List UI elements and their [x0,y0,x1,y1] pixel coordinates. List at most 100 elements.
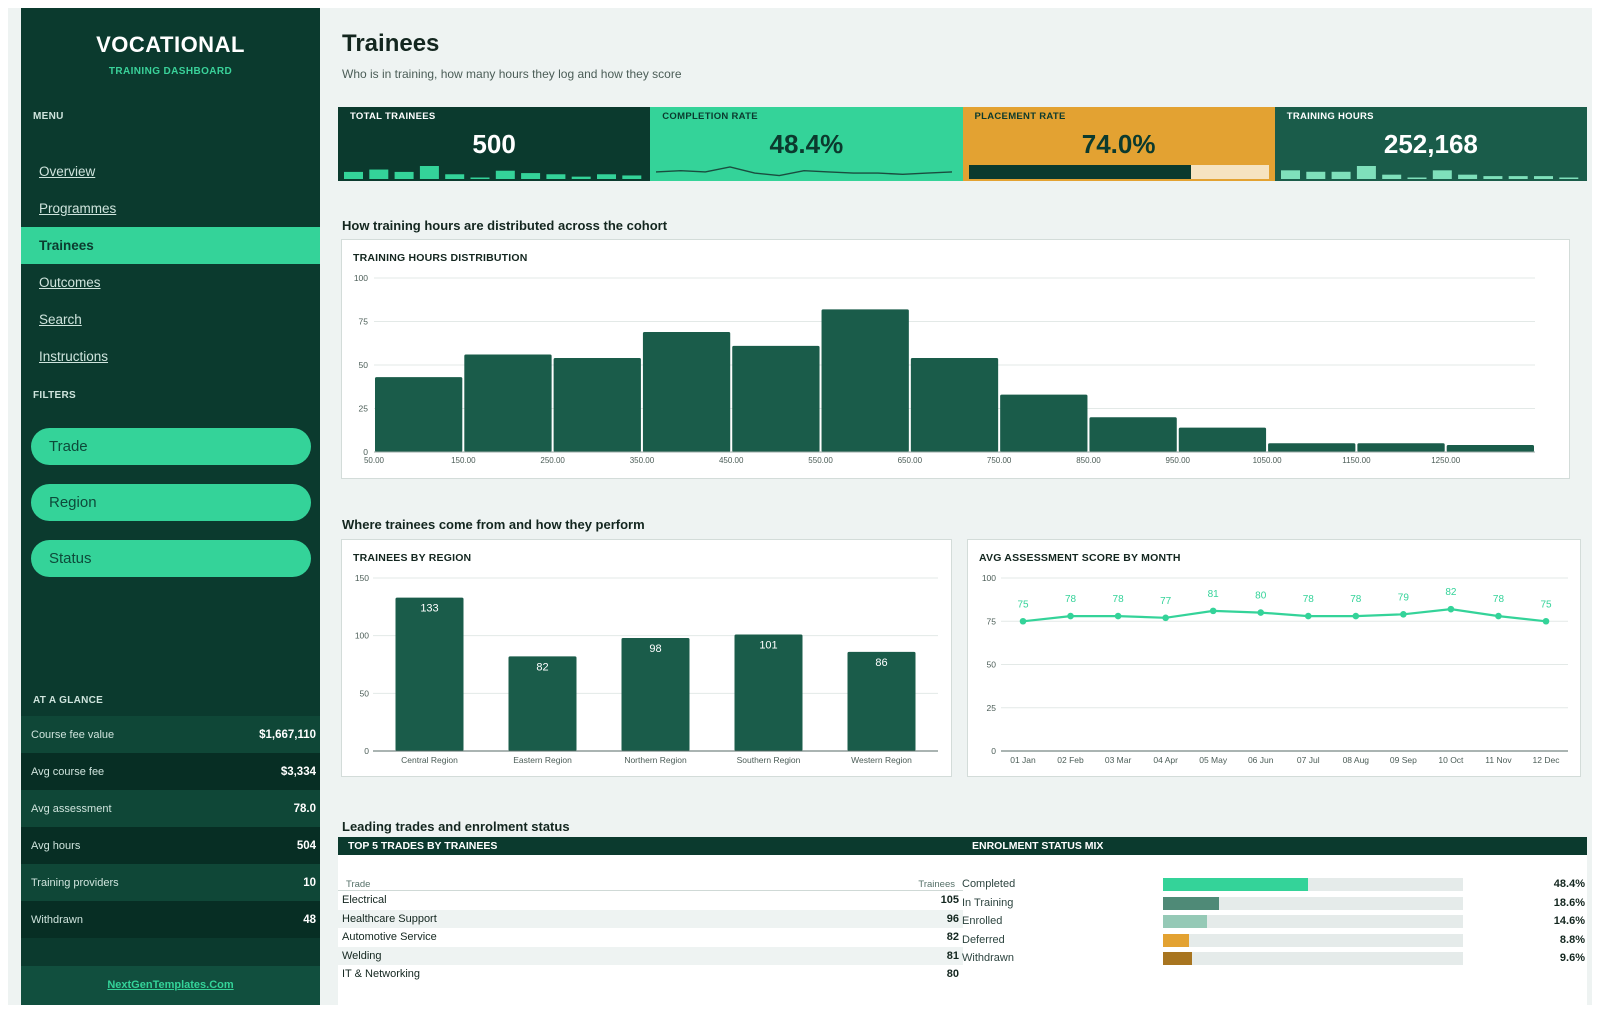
spark-bar [1306,171,1326,179]
x-tick-label: 450.00 [719,456,744,465]
x-tick-label: 550.00 [808,456,833,465]
chart-title: TRAINEES BY REGION [353,552,472,564]
y-tick-label: 100 [355,631,369,641]
data-label: 75 [1540,599,1552,610]
histogram-bar [910,358,999,452]
y-tick-label: 50 [987,660,997,670]
x-tick-label: 1050.00 [1253,456,1282,465]
section-title-region: Where trainees come from and how they pe… [342,517,645,532]
hours-chart-panel: TRAINING HOURS DISTRIBUTION 0 25 50 75 100 50… [341,239,1570,479]
spark-bar [1559,177,1579,179]
spark-bar [1381,174,1401,179]
score-point [1400,611,1407,618]
table-row: Automotive Service 82 [338,928,963,947]
spark-bar [1483,176,1503,179]
y-tick-label: 25 [987,703,997,713]
trades-table-title: TOP 5 TRADES BY TRAINEES [348,840,498,852]
nav-programmes[interactable]: Programmes [39,201,117,216]
nav-overview[interactable]: Overview [39,164,96,179]
chart-title: AVG ASSESSMENT SCORE BY MONTH [979,552,1181,564]
score-point [1067,612,1074,620]
glance-label: AT A GLANCE [33,695,104,706]
x-tick-label: 350.00 [630,456,655,465]
status-bar-fill [1163,952,1192,965]
x-tick-label: 07 Jul [1297,755,1320,765]
nav-instructions[interactable]: Instructions [39,349,109,364]
data-label: 82 [536,661,548,673]
histogram-bar [821,309,909,452]
spark-bar [521,173,541,179]
x-tick-label: 11 Nov [1485,755,1512,765]
histogram-bar [1000,394,1088,452]
score-point [1162,614,1169,622]
data-label: 82 [1445,587,1457,598]
kpi-total-trainees: TOTAL TRAINEES 500 [338,107,651,181]
y-tick-label: 0 [363,447,368,457]
data-label: 80 [1255,591,1267,602]
nav-menu: Overview Programmes Trainees Outcomes Se… [21,153,320,375]
menu-label: MENU [33,111,64,122]
filter-status-button[interactable]: Status [31,540,311,577]
brand: VOCATIONAL TRAINING DASHBOARD [21,8,320,77]
spark-bar [1432,170,1452,179]
status-label: Deferred [962,933,1005,946]
x-tick-label: 12 Dec [1533,755,1561,765]
status-bar-track [1163,915,1463,928]
spark-bar [495,170,515,179]
spark-bar [445,174,465,179]
nav-search[interactable]: Search [39,312,82,327]
spark-bar [546,174,566,179]
table-header: Trade Trainees [338,875,963,891]
trade-name: Healthcare Support [342,912,437,925]
chart-title: TRAINING HOURS DISTRIBUTION [353,252,528,264]
status-bar-track [1163,952,1463,965]
region-bar [395,597,464,751]
x-tick-label: 01 Jan [1010,755,1036,765]
x-tick-label: Northern Region [624,755,687,765]
filter-trade-button[interactable]: Trade [31,428,311,465]
x-tick-label: 08 Aug [1343,755,1370,765]
hours-histogram: 0 25 50 75 100 50.00 150.00 250.00 350.00 450.00 5… [354,273,1535,465]
region-chart-panel: TRAINEES BY REGION 0 50 100 150 133 Central R… [341,539,952,777]
region-bar [847,651,916,751]
kpi-label: PLACEMENT RATE [974,111,1066,122]
footer-link[interactable]: NextGenTemplates.Com [21,966,320,1005]
kpi-value: 74.0% [1081,129,1156,159]
glance-label: Training providers [31,876,119,889]
region-bar [508,656,577,751]
section-title-trades: Leading trades and enrolment status [342,819,570,834]
y-tick-label: 0 [364,746,369,756]
glance-label: Avg course fee [31,765,105,778]
status-mix-list: Completed 48.4% In Training 18.6% Enrolled 14… [962,875,1587,968]
spark-bar [1331,171,1351,179]
kpi-training-hours: TRAINING HOURS 252,168 [1274,107,1587,181]
trade-count: 80 [946,968,959,981]
status-bar-track [1163,933,1463,947]
glance-row: Avg assessment 78.0 [21,790,320,827]
spark-bar [1356,166,1376,179]
glance-value: 10 [303,876,316,889]
glance-value: 504 [296,839,316,852]
nav-trainees[interactable]: Trainees [21,227,320,264]
status-label: Withdrawn [962,952,1014,964]
glance-label: Avg hours [31,839,81,852]
brand-subtitle: TRAINING DASHBOARD [108,66,233,77]
status-row: In Training 18.6% [962,894,1587,913]
nav-outcomes[interactable]: Outcomes [39,275,101,290]
x-tick-label: 650.00 [898,456,923,465]
score-point [1352,612,1360,620]
spark-bar [369,169,389,179]
status-row: Enrolled 14.6% [962,912,1587,931]
trade-count: 81 [946,949,959,962]
spark-bar [470,177,490,179]
score-point [1447,605,1455,613]
status-row: Withdrawn 9.6% [962,949,1587,968]
region-bar [621,637,690,751]
filter-region-button[interactable]: Region [31,484,311,521]
glance-row: Training providers 10 [21,864,320,901]
y-tick-label: 75 [987,616,997,626]
status-percent: 48.4% [1553,878,1585,890]
bottom-panel: Trade Trainees Electrical 105 Healthcare … [338,855,1587,1005]
histogram-bar [464,354,552,452]
x-tick-label: 1150.00 [1342,456,1371,465]
